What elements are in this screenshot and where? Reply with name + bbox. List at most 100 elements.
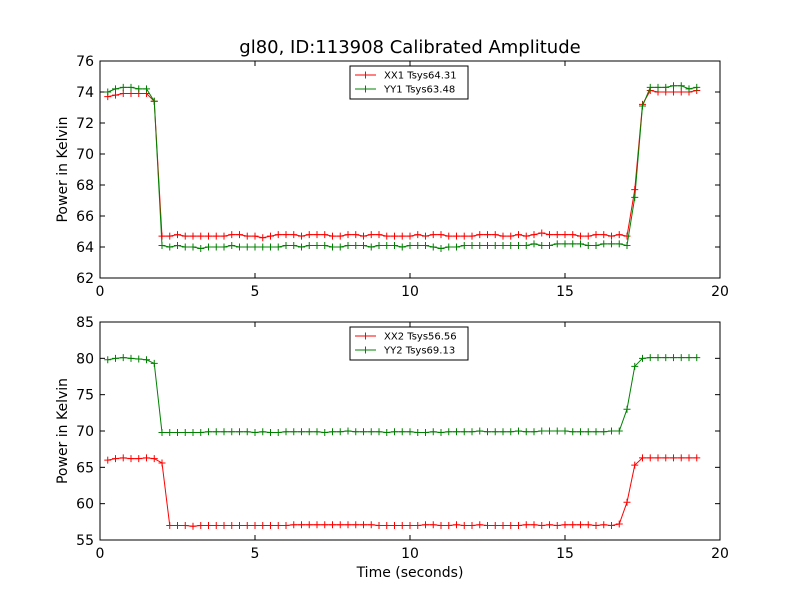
subplot-1-legend-box xyxy=(349,65,469,100)
subplot-2-series-1-point xyxy=(189,522,197,530)
subplot-1-series-2-point xyxy=(654,83,662,91)
subplot-1-series-1-point xyxy=(600,231,608,239)
subplot-2-series-2-point xyxy=(352,428,360,436)
subplot-2-series-1-point xyxy=(693,454,701,462)
subplot-2-series-2-point xyxy=(553,427,561,435)
subplot-1-series-2-point xyxy=(685,85,693,93)
subplot-1-series-1-point xyxy=(174,231,181,239)
subplot-1-series-1-point xyxy=(530,231,538,239)
subplot-2-series-2-point xyxy=(367,428,375,436)
subplot-2-axes-frame xyxy=(99,321,721,541)
subplot-2-series-1-point xyxy=(274,521,282,529)
subplot-2-series-1-point xyxy=(646,454,654,462)
subplot-1-series-2-point xyxy=(383,241,391,249)
subplot-1-series-2-point xyxy=(112,85,119,93)
subplot-2-series-1-point xyxy=(166,521,174,529)
subplot-2-ytick-label: 70 xyxy=(76,424,94,440)
subplot-1-series-1-point xyxy=(383,232,391,240)
subplot-2-series-1-point xyxy=(460,521,468,529)
subplot-1-series-2-point xyxy=(437,245,445,253)
subplot-2-series-2-point xyxy=(360,428,367,436)
subplot-1-series-1-point xyxy=(615,231,623,239)
subplot-1-xtick-label: 5 xyxy=(251,284,260,300)
subplot-1-series-2-point xyxy=(406,241,414,249)
subplot-1-series-2-point xyxy=(414,241,422,249)
subplot-2-xlabel: Time (seconds) xyxy=(356,565,464,581)
subplot-1-series-1-point xyxy=(484,231,491,239)
subplot-2-series-2-point xyxy=(615,427,623,435)
subplot-2-ytick-label: 85 xyxy=(76,315,94,331)
subplot-1-series-1-point xyxy=(305,231,313,239)
subplot-1-series-2-point xyxy=(321,241,329,249)
subplot-1-series-2-point xyxy=(507,241,515,249)
subplot-1-series-1-point xyxy=(538,229,546,237)
subplot-2-legend: XX2 Tsys56.56 YY2 Tsys69.13 xyxy=(349,326,469,361)
subplot-2-series-2-point xyxy=(639,354,646,362)
subplot-2-series-2-point xyxy=(391,428,398,436)
subplot-1-series-2-point xyxy=(104,88,112,96)
subplot-2-series-1-point xyxy=(220,521,228,529)
subplot-2-series-1-point xyxy=(181,521,189,529)
subplot-2-series-2-point xyxy=(150,359,158,367)
subplot-1-series-1-point xyxy=(220,232,228,240)
subplot-2-series-1-point xyxy=(375,521,383,529)
subplot-1-series-2-point xyxy=(584,241,592,249)
subplot-2-legend-marker xyxy=(362,346,369,354)
subplot-1-xtick-label: 0 xyxy=(96,284,105,300)
subplot-2-series-2-point xyxy=(375,428,383,436)
subplot-1-series-2-point xyxy=(274,243,282,251)
subplot-2-series-1-point xyxy=(313,521,321,529)
subplot-2-series-2-point xyxy=(189,428,197,436)
subplot-1-series-1-point xyxy=(251,232,259,240)
subplot-2-ytick-label: 55 xyxy=(76,533,94,549)
subplot-2-series-2-point xyxy=(491,428,499,436)
subplot-2-series-2-point xyxy=(274,428,282,436)
subplot-2-ytick-label: 75 xyxy=(76,388,94,404)
subplot-1-series-1-point xyxy=(422,232,429,240)
subplot-1-series-1-point xyxy=(212,232,220,240)
subplot-2-legend-label: YY2 Tsys69.13 xyxy=(383,346,455,357)
subplot-1-series-2-point xyxy=(205,243,212,251)
subplot-2-series-2-point xyxy=(329,428,336,436)
subplot-2-series-1-point xyxy=(367,521,375,529)
subplot-1-series-2-point xyxy=(298,243,305,251)
subplot-2-series-2-point xyxy=(538,427,546,435)
subplot-2-series-2-point xyxy=(298,428,305,436)
subplot-1-series-2-point xyxy=(398,243,406,251)
subplot-1-series-2-point xyxy=(468,241,476,249)
subplot-2-series-1-point xyxy=(662,454,670,462)
subplot-2-series-1-point xyxy=(685,454,693,462)
subplot-top: 0 5 10 15 20 62 64 66 68 70 72 74 76 Power in Kelvin X… xyxy=(55,54,729,300)
subplot-2-series-2-point xyxy=(414,428,422,436)
subplot-2-series-1-point xyxy=(654,454,662,462)
subplot-2-series-1-point xyxy=(158,459,166,467)
subplot-2-series-2-point xyxy=(166,428,174,436)
subplot-2-series-2-point xyxy=(530,428,538,436)
subplot-2-series-1-point xyxy=(143,454,150,462)
subplot-1-series-1-point xyxy=(391,232,398,240)
subplot-2-series-2-point xyxy=(220,428,228,436)
subplot-2-series-2-point xyxy=(344,427,352,435)
subplot-2-series-1-point xyxy=(546,521,553,529)
subplot-1-series-1 xyxy=(104,86,701,242)
subplot-1-series-1-point xyxy=(344,231,352,239)
subplot-2-ytick-label: 60 xyxy=(76,497,94,513)
subplot-1-series-2-point xyxy=(615,240,623,248)
subplot-1-series-1-point xyxy=(414,231,422,239)
subplot-1-series-2-point xyxy=(352,241,360,249)
subplot-1-xtick-label: 20 xyxy=(711,284,729,300)
subplot-2-series-2-point xyxy=(228,428,236,436)
subplot-1-series-2-point xyxy=(670,82,677,90)
subplot-1-series-1-point xyxy=(592,231,600,239)
subplot-1-series-2-point xyxy=(569,240,577,248)
subplot-2-series-1-point xyxy=(135,455,143,463)
subplot-2-series-1-point xyxy=(344,521,352,529)
subplot-1-series-2-point xyxy=(515,241,522,249)
subplot-1-series-1-point xyxy=(429,231,437,239)
subplot-2-series-2-point xyxy=(305,428,313,436)
subplot-1-ytick-label: 64 xyxy=(76,240,94,256)
subplot-2-series-1-point xyxy=(290,521,298,529)
subplot-2-series-1-point xyxy=(445,521,453,529)
subplot-1-series-1-point xyxy=(313,231,321,239)
